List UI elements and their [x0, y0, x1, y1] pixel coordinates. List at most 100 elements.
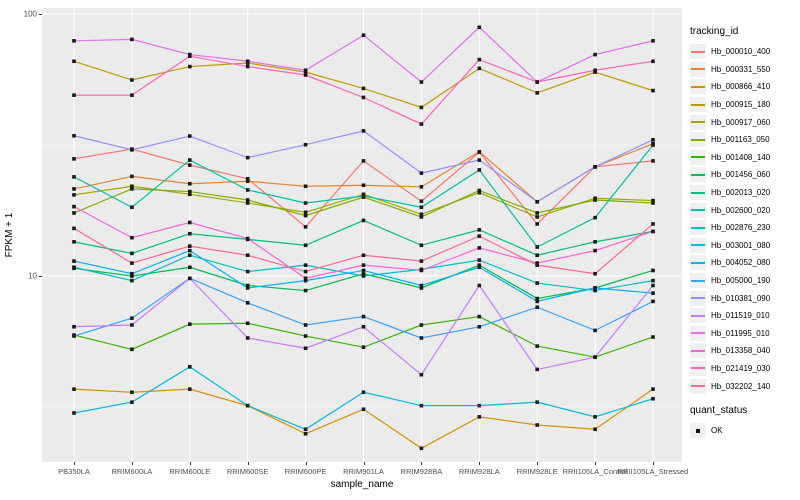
- legend-label: Hb_032202_140: [711, 381, 771, 391]
- data-point-marker: [477, 265, 482, 270]
- line-swatch-icon: [691, 191, 705, 194]
- legend-entry-Hb_010381_090: Hb_010381_090: [690, 289, 798, 307]
- data-point-marker: [651, 387, 655, 391]
- data-point-marker: [303, 210, 308, 215]
- legend-label: Hb_005000_190: [711, 276, 771, 286]
- x-tick-mark: [131, 462, 133, 465]
- data-point-marker: [651, 222, 655, 226]
- y-tick-label: 100: [23, 9, 37, 19]
- data-point-marker: [651, 396, 655, 401]
- data-point-marker: [593, 288, 597, 293]
- legend-label: Hb_001163_050: [711, 135, 770, 145]
- x-tick-label: RRII105LA_Stressed: [617, 467, 689, 476]
- legend-key-line: [690, 290, 706, 306]
- data-point-marker: [188, 276, 192, 281]
- data-point-marker: [72, 334, 76, 338]
- legend-key-line: [690, 44, 706, 60]
- data-point-marker: [361, 271, 366, 276]
- data-point-marker: [593, 248, 597, 253]
- data-point-marker: [651, 229, 655, 234]
- data-point-marker: [303, 431, 308, 436]
- legend-quant-status: quant_status OK: [690, 405, 798, 440]
- data-point-marker: [361, 159, 366, 163]
- plot-panel: [42, 8, 682, 462]
- line-swatch-icon: [691, 138, 705, 141]
- data-point-marker: [477, 188, 482, 193]
- data-point-marker: [593, 215, 597, 220]
- legend-entries: Hb_000010_400 Hb_000331_550 Hb_000866_410 H…: [690, 43, 798, 395]
- data-point-marker: [303, 346, 308, 351]
- data-point-marker: [130, 271, 134, 276]
- legend-label: Hb_002600_020: [711, 205, 771, 215]
- legend-key-line: [690, 185, 706, 201]
- data-point-marker: [303, 68, 308, 73]
- data-point-marker: [535, 367, 539, 372]
- data-point-marker: [130, 251, 134, 256]
- legend-label: Hb_011519_010: [711, 311, 770, 321]
- data-point-marker: [303, 323, 308, 327]
- data-point-marker: [245, 336, 250, 340]
- data-point-marker: [477, 258, 482, 262]
- data-point-marker: [303, 70, 308, 74]
- data-point-marker: [419, 286, 424, 290]
- x-tick-label: RRIM928LA: [458, 467, 500, 476]
- data-point-marker: [72, 226, 76, 231]
- line-swatch-icon: [691, 314, 705, 317]
- data-point-marker: [477, 403, 482, 408]
- data-point-marker: [188, 134, 192, 138]
- legend-entry-Hb_003001_080: Hb_003001_080: [690, 237, 798, 255]
- data-point-marker: [477, 149, 482, 154]
- data-point-marker: [419, 446, 424, 451]
- data-point-marker: [535, 245, 539, 249]
- data-point-marker: [130, 184, 134, 189]
- legend-label: Hb_000331_550: [711, 64, 771, 74]
- data-point-marker: [477, 263, 482, 267]
- legend-entry-Hb_004052_080: Hb_004052_080: [690, 254, 798, 272]
- x-tick-mark: [595, 462, 597, 465]
- data-point-marker: [651, 278, 655, 283]
- data-point-marker: [593, 68, 597, 73]
- legend-entry-Hb_000866_410: Hb_000866_410: [690, 78, 798, 96]
- data-point-marker: [477, 415, 482, 419]
- legend-key-line: [690, 202, 706, 218]
- data-point-marker: [419, 403, 424, 408]
- legend-label: Hb_000917_060: [711, 117, 771, 127]
- data-point-marker: [303, 184, 308, 189]
- data-point-marker: [361, 86, 366, 91]
- data-point-marker: [72, 187, 76, 191]
- data-point-marker: [361, 253, 366, 258]
- legend-entry-Hb_000915_180: Hb_000915_180: [690, 96, 798, 114]
- data-point-marker: [361, 407, 366, 412]
- data-point-marker: [72, 175, 76, 179]
- legend-label: Hb_002876_230: [711, 223, 771, 233]
- y-tick-mark: [39, 276, 42, 277]
- legend-key-line: [690, 255, 706, 271]
- x-tick-mark: [421, 462, 423, 465]
- legend: tracking_id Hb_000010_400 Hb_000331_550 Hb…: [690, 26, 798, 439]
- line-swatch-icon: [691, 332, 705, 335]
- x-tick-mark: [537, 462, 539, 465]
- data-point-marker: [245, 253, 250, 258]
- line-swatch-icon: [691, 50, 705, 53]
- data-point-marker: [245, 286, 250, 290]
- legend-entry-Hb_000331_550: Hb_000331_550: [690, 61, 798, 79]
- data-point-marker: [188, 231, 192, 236]
- data-point-marker: [535, 263, 539, 267]
- data-point-marker: [651, 143, 655, 147]
- data-point-marker: [477, 190, 482, 195]
- data-point-marker: [593, 328, 597, 333]
- x-tick-label: RRIM928LE: [516, 467, 558, 476]
- x-tick-label: RRIM600PE: [284, 467, 327, 476]
- line-swatch-icon: [691, 279, 705, 282]
- data-point-marker: [72, 265, 76, 270]
- data-point-marker: [130, 347, 134, 352]
- x-tick-mark: [363, 462, 365, 465]
- data-point-marker: [303, 427, 308, 432]
- legend-label: Hb_013358_040: [711, 346, 771, 356]
- data-point-marker: [593, 355, 597, 359]
- data-point-marker: [477, 283, 482, 288]
- data-point-marker: [188, 163, 192, 167]
- data-point-marker: [72, 324, 76, 329]
- line-swatch-icon: [691, 85, 705, 88]
